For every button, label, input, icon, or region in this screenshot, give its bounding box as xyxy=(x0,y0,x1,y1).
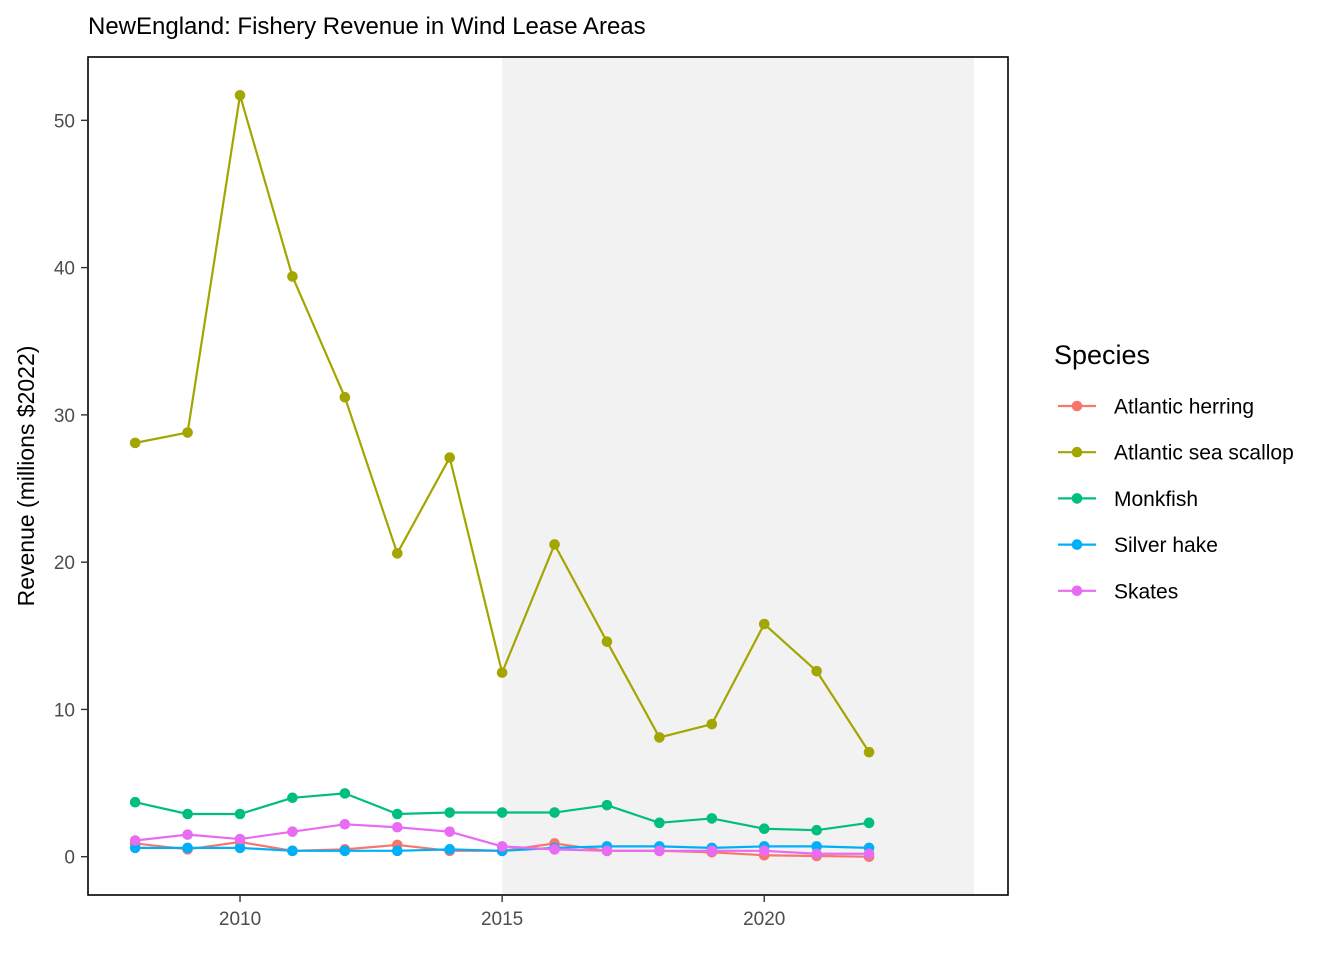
data-point-3-13 xyxy=(811,841,822,852)
data-point-1-13 xyxy=(811,665,822,677)
data-point-3-4 xyxy=(339,845,351,857)
legend: Atlantic herring Atlantic sea scallop Monk… xyxy=(1058,396,1294,603)
data-point-2-6 xyxy=(444,807,456,818)
data-point-3-3 xyxy=(287,845,298,857)
y-tick-label-2: 20 xyxy=(54,553,75,574)
legend-key-point-0 xyxy=(1071,400,1083,412)
data-point-1-4 xyxy=(339,391,351,403)
data-point-4-4 xyxy=(339,819,351,830)
data-point-2-5 xyxy=(391,808,403,820)
data-point-2-9 xyxy=(601,799,613,811)
data-point-1-14 xyxy=(863,746,875,758)
legend-label-3: Silver hake xyxy=(1114,534,1218,557)
data-point-1-9 xyxy=(601,636,613,647)
data-point-3-1 xyxy=(182,842,193,854)
data-point-4-11 xyxy=(706,845,718,857)
data-point-4-12 xyxy=(758,845,770,857)
data-point-3-2 xyxy=(234,842,246,854)
plot-area: 0 10 20 30 40 50 2010 2015 2020 xyxy=(54,56,1009,930)
data-point-2-0 xyxy=(129,796,141,808)
data-point-3-0 xyxy=(129,842,141,854)
data-point-2-7 xyxy=(496,807,508,818)
legend-label-2: Monkfish xyxy=(1114,488,1198,511)
data-point-2-12 xyxy=(758,823,770,835)
data-point-2-10 xyxy=(654,817,665,829)
x-tick-label-0: 2010 xyxy=(219,909,261,930)
data-point-4-14 xyxy=(863,848,875,860)
data-point-4-3 xyxy=(287,826,298,837)
data-point-1-11 xyxy=(706,718,718,730)
data-point-2-11 xyxy=(706,813,718,824)
data-point-1-2 xyxy=(234,89,246,101)
data-point-3-6 xyxy=(444,844,456,855)
data-point-4-8 xyxy=(549,844,560,855)
x-tick-label-1: 2015 xyxy=(481,909,523,930)
data-point-1-6 xyxy=(444,452,456,463)
data-point-4-7 xyxy=(496,841,508,852)
y-tick-label-1: 10 xyxy=(54,700,75,721)
legend-key-point-4 xyxy=(1071,585,1083,597)
legend-label-0: Atlantic herring xyxy=(1114,396,1254,419)
y-axis-title: Revenue (millions $2022) xyxy=(13,346,39,607)
data-point-1-3 xyxy=(287,271,298,282)
data-point-2-4 xyxy=(339,788,351,799)
data-point-2-3 xyxy=(287,792,298,804)
legend-label-1: Atlantic sea scallop xyxy=(1114,442,1294,465)
y-tick-label-4: 40 xyxy=(54,259,75,280)
chart-title: NewEngland: Fishery Revenue in Wind Leas… xyxy=(88,13,646,40)
data-point-2-8 xyxy=(549,807,560,818)
data-point-4-1 xyxy=(182,829,193,840)
data-point-4-6 xyxy=(444,826,456,837)
data-point-2-13 xyxy=(811,824,822,836)
data-point-1-12 xyxy=(758,618,770,630)
data-point-2-2 xyxy=(234,808,246,820)
data-point-3-5 xyxy=(391,845,403,857)
legend-title: Species xyxy=(1054,340,1150,370)
data-point-1-10 xyxy=(654,732,665,743)
data-point-1-8 xyxy=(549,539,560,550)
data-point-4-10 xyxy=(654,845,665,857)
data-point-1-1 xyxy=(182,427,193,438)
y-tick-label-3: 30 xyxy=(54,406,75,427)
panel-border xyxy=(87,56,1009,896)
legend-key-point-3 xyxy=(1071,539,1083,550)
shaded-region xyxy=(502,57,974,895)
data-point-4-2 xyxy=(234,833,246,845)
y-tick-label-5: 50 xyxy=(54,111,75,132)
legend-label-4: Skates xyxy=(1114,580,1178,603)
data-point-2-14 xyxy=(863,817,875,829)
legend-key-point-1 xyxy=(1071,446,1083,458)
data-point-1-7 xyxy=(496,667,508,678)
data-point-1-5 xyxy=(391,548,403,559)
data-point-4-9 xyxy=(601,845,613,857)
legend-key-point-2 xyxy=(1071,493,1083,504)
data-point-4-13 xyxy=(811,848,822,860)
y-tick-label-0: 0 xyxy=(64,848,75,869)
data-point-2-1 xyxy=(182,808,193,820)
x-tick-label-2: 2020 xyxy=(743,909,785,930)
data-point-1-0 xyxy=(129,437,141,449)
data-point-4-5 xyxy=(391,821,403,833)
data-point-4-0 xyxy=(129,835,141,846)
